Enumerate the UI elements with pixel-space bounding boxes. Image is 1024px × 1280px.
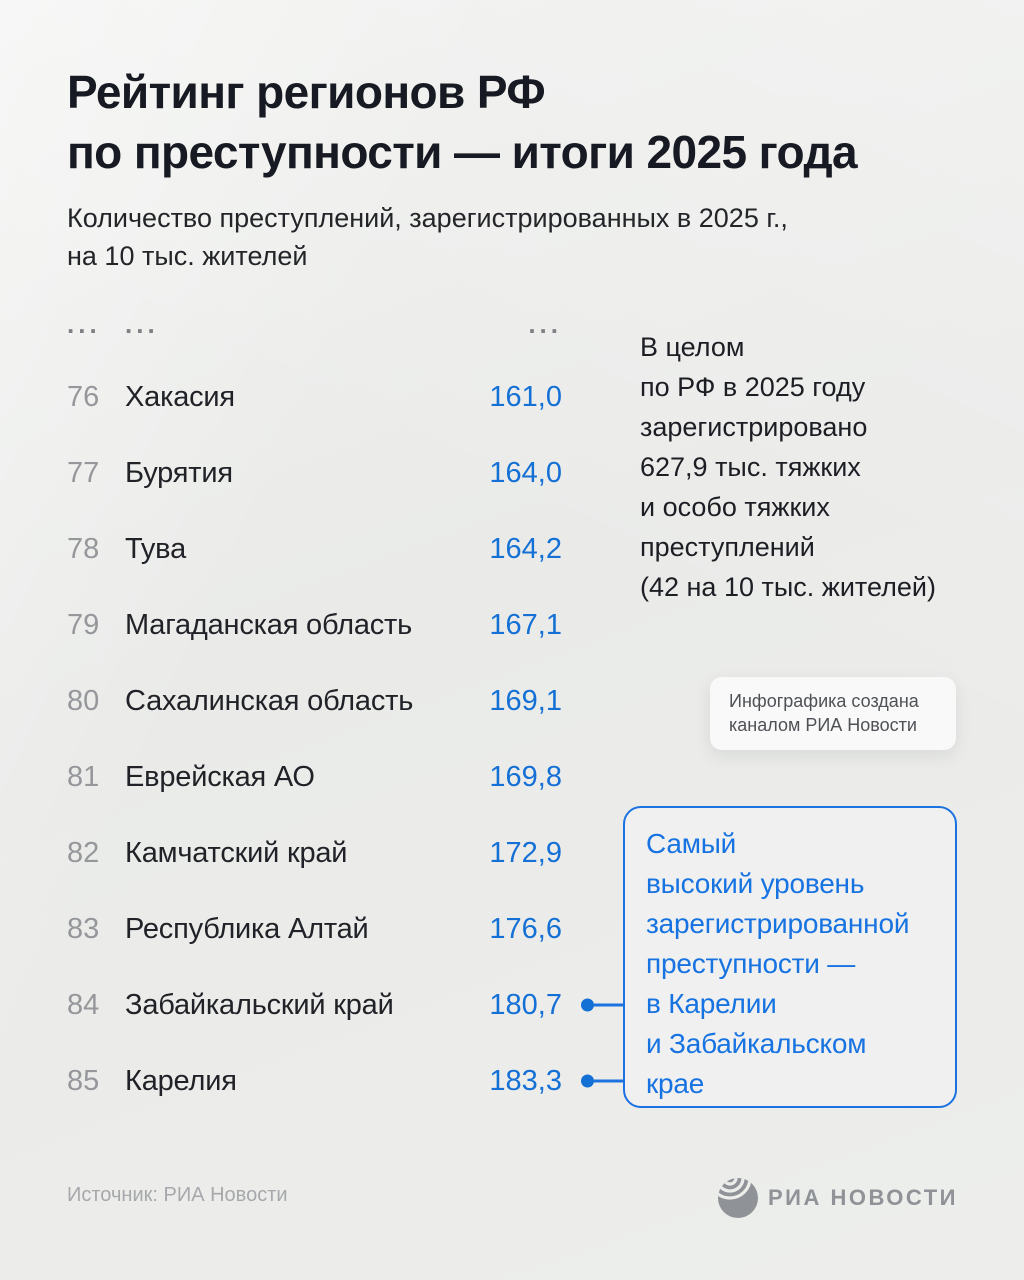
header: Рейтинг регионов РФ по преступности — ит… bbox=[67, 62, 858, 275]
table-row: 80 Сахалинская область 169,1 bbox=[67, 663, 562, 739]
row-region: Тува bbox=[125, 532, 186, 565]
connector-line bbox=[594, 1003, 625, 1007]
row-region: Бурятия bbox=[125, 456, 233, 489]
row-value: 161,0 bbox=[489, 380, 562, 413]
note-line: 627,9 тыс. тяжких bbox=[640, 452, 861, 482]
row-rank: 83 bbox=[67, 912, 100, 945]
region-rating-table: ... ... ... 76 Хакасия 161,0 77 Бурятия … bbox=[67, 303, 625, 1119]
callout-line: преступности — bbox=[646, 948, 856, 979]
row-value: 180,7 bbox=[489, 988, 562, 1021]
connector-dot-icon bbox=[581, 1074, 594, 1088]
callout-line: зарегистрированной bbox=[646, 908, 910, 939]
title-line-2: по преступности — итоги 2025 года bbox=[67, 126, 858, 178]
connector-dot-icon bbox=[581, 998, 594, 1012]
credit-line-1: Инфографика создана bbox=[729, 691, 919, 711]
credit-bubble: Инфографика создана каналом РИА Новости bbox=[710, 677, 956, 750]
ellipsis-region: ... bbox=[125, 308, 159, 339]
row-rank: 82 bbox=[67, 836, 100, 869]
row-value: 172,9 bbox=[489, 836, 562, 869]
row-region: Хакасия bbox=[125, 380, 235, 413]
row-region: Забайкальский край bbox=[125, 988, 394, 1021]
note-line: (42 на 10 тыс. жителей) bbox=[640, 572, 936, 602]
table-row: 85 Карелия 183,3 bbox=[67, 1043, 625, 1119]
row-rank: 85 bbox=[67, 1064, 100, 1097]
row-value: 169,1 bbox=[489, 684, 562, 717]
row-value: 183,3 bbox=[489, 1064, 562, 1097]
source-label: Источник: РИА Новости bbox=[67, 1184, 288, 1206]
note-line: преступлений bbox=[640, 532, 815, 562]
ria-globe-icon bbox=[717, 1178, 758, 1218]
callout-line: высокий уровень bbox=[646, 868, 865, 899]
row-region: Республика Алтай bbox=[125, 912, 369, 945]
callout-line: Самый bbox=[646, 828, 737, 859]
callout-connector bbox=[581, 998, 625, 1012]
callout-connector bbox=[581, 1074, 625, 1088]
row-rank: 78 bbox=[67, 532, 100, 565]
row-rank: 81 bbox=[67, 760, 100, 793]
ellipsis-value: ... bbox=[528, 308, 562, 339]
callout-line: и Забайкальском bbox=[646, 1028, 867, 1059]
table-row: 81 Еврейская АО 169,8 bbox=[67, 739, 562, 815]
note-line: В целом bbox=[640, 332, 745, 362]
callout-line: крае bbox=[646, 1068, 705, 1099]
row-rank: 80 bbox=[67, 684, 100, 717]
ellipsis-rank: ... bbox=[67, 308, 101, 339]
row-region: Карелия bbox=[125, 1064, 237, 1097]
row-region: Магаданская область bbox=[125, 608, 413, 641]
note-line: по РФ в 2025 году bbox=[640, 372, 866, 402]
subtitle-line-2: на 10 тыс. жителей bbox=[67, 241, 308, 271]
row-rank: 79 bbox=[67, 608, 100, 641]
table-ellipsis-row: ... ... ... bbox=[67, 303, 562, 345]
row-value: 167,1 bbox=[489, 608, 562, 641]
note-line: зарегистрировано bbox=[640, 412, 868, 442]
row-region: Камчатский край bbox=[125, 836, 348, 869]
table-row: 77 Бурятия 164,0 bbox=[67, 435, 562, 511]
page-subtitle: Количество преступлений, зарегистрирован… bbox=[67, 199, 857, 275]
table-row: 84 Забайкальский край 180,7 bbox=[67, 967, 625, 1043]
row-value: 164,0 bbox=[489, 456, 562, 489]
row-rank: 77 bbox=[67, 456, 100, 489]
logo-text: РИА НОВОСТИ bbox=[767, 1185, 958, 1210]
credit-line-2: каналом РИА Новости bbox=[729, 715, 917, 735]
table-row: 78 Тува 164,2 bbox=[67, 511, 562, 587]
row-region: Еврейская АО bbox=[125, 760, 315, 793]
ria-novosti-logo: РИА НОВОСТИ bbox=[717, 1177, 958, 1219]
summary-note: В целом по РФ в 2025 году зарегистрирова… bbox=[640, 327, 936, 607]
table-row: 79 Магаданская область 167,1 bbox=[67, 587, 562, 663]
title-line-1: Рейтинг регионов РФ bbox=[67, 66, 546, 118]
row-rank: 76 bbox=[67, 380, 100, 413]
region-table-body: 76 Хакасия 161,0 77 Бурятия 164,0 78 Тув… bbox=[67, 359, 625, 1119]
note-line: и особо тяжких bbox=[640, 492, 830, 522]
connector-line bbox=[594, 1079, 625, 1083]
row-value: 164,2 bbox=[489, 532, 562, 565]
table-row: 82 Камчатский край 172,9 bbox=[67, 815, 562, 891]
row-value: 176,6 bbox=[489, 912, 562, 945]
row-rank: 84 bbox=[67, 988, 100, 1021]
table-row: 76 Хакасия 161,0 bbox=[67, 359, 562, 435]
page-title: Рейтинг регионов РФ по преступности — ит… bbox=[67, 62, 858, 182]
table-row: 83 Республика Алтай 176,6 bbox=[67, 891, 562, 967]
row-region: Сахалинская область bbox=[125, 684, 414, 717]
highlight-callout: Самый высокий уровень зарегистрированной… bbox=[623, 806, 957, 1108]
callout-line: в Карелии bbox=[646, 988, 777, 1019]
row-value: 169,8 bbox=[489, 760, 562, 793]
subtitle-line-1: Количество преступлений, зарегистрирован… bbox=[67, 203, 788, 233]
